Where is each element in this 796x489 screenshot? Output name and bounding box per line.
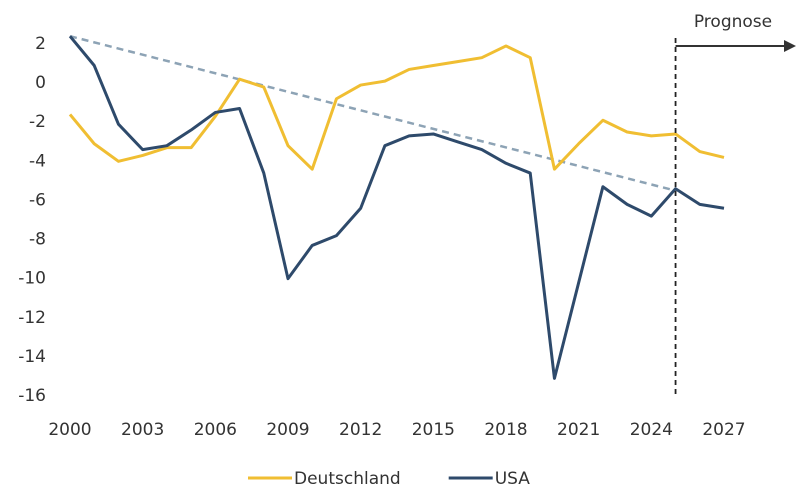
x-tick-label: 2003 — [121, 420, 164, 440]
annotation: Prognose — [694, 12, 772, 32]
y-tick-label: -4 — [29, 151, 46, 171]
y-tick-label: -16 — [18, 386, 46, 406]
y-tick-label: -12 — [18, 308, 46, 328]
y-tick-label: 0 — [35, 73, 46, 93]
trend-line — [69, 34, 676, 192]
y-tick-label: 2 — [35, 34, 46, 54]
legend-label: USA — [495, 469, 531, 489]
y-tick-label: -8 — [29, 230, 46, 250]
y-tick-label: -2 — [29, 112, 46, 132]
x-tick-label: 2006 — [194, 420, 237, 440]
x-tick-label: 2009 — [266, 420, 309, 440]
series-line — [68, 35, 725, 380]
y-tick-label: -10 — [18, 269, 46, 289]
x-tick-label: 2012 — [339, 420, 382, 440]
y-tick-label: -6 — [29, 190, 46, 210]
x-tick-label: 2027 — [702, 420, 745, 440]
x-tick-label: 2021 — [557, 420, 600, 440]
legend-label: Deutschland — [294, 469, 401, 489]
x-tick-label: 2018 — [484, 420, 527, 440]
x-tick-label: 2000 — [48, 420, 91, 440]
x-tick-label: 2024 — [630, 420, 673, 440]
y-tick-label: -14 — [18, 347, 46, 367]
x-tick-label: 2015 — [412, 420, 455, 440]
series-line — [68, 44, 725, 171]
forecast-arrowhead — [784, 40, 796, 52]
